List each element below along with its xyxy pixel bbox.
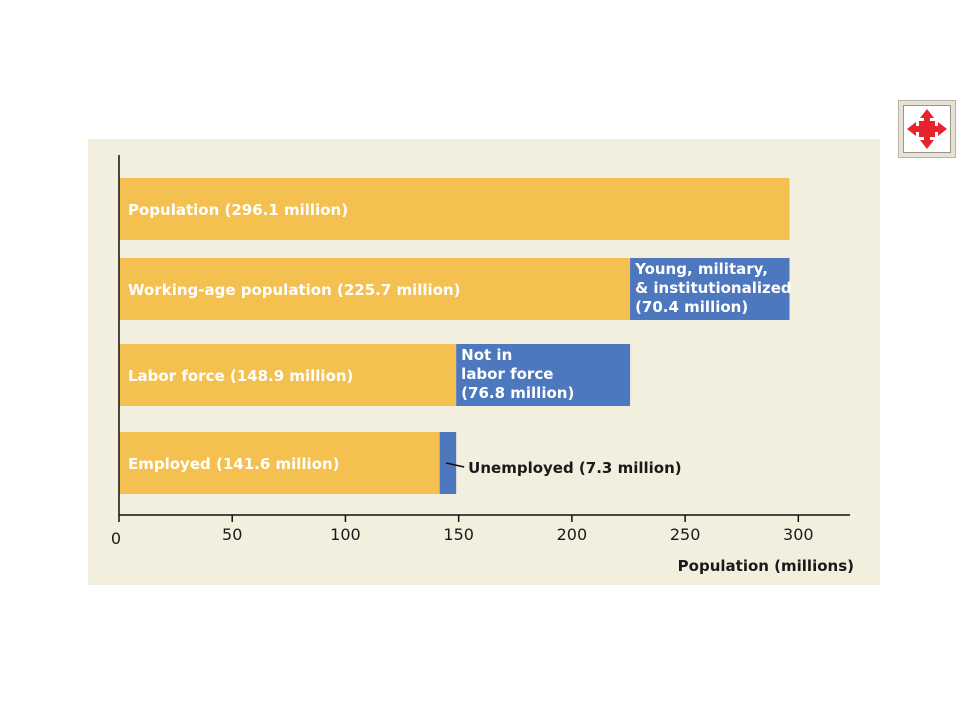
- ticks-layer: 0 50 100 150 200 250 300: [111, 515, 814, 548]
- annotation-leader-0: [446, 462, 465, 468]
- expand-button[interactable]: [898, 100, 956, 158]
- bar-segment-1-1: [630, 258, 790, 320]
- x-tick-label-4: 200: [557, 525, 588, 544]
- x-tick-label-6: 300: [783, 525, 814, 544]
- expand-button-face: [903, 105, 951, 153]
- x-tick-label-0: 0: [111, 529, 121, 548]
- bar-label-3: Employed (141.6 million): [128, 455, 340, 473]
- bar-segment-2-0: [119, 344, 457, 406]
- bar-segment-0-0: [119, 178, 790, 240]
- segment-label-2-1: Not in labor force (76.8 million): [461, 346, 574, 402]
- bars-layer: [119, 178, 790, 494]
- chart-svg: Population (296.1 million) Young, militar…: [111, 155, 854, 575]
- x-tick-label-5: 250: [670, 525, 701, 544]
- annot-layer: Unemployed (7.3 million): [446, 459, 682, 477]
- x-tick-label-3: 150: [443, 525, 474, 544]
- bar-label-1: Working-age population (225.7 million): [128, 281, 461, 299]
- x-axis-title: Population (millions): [678, 557, 854, 575]
- bar-label-2: Labor force (148.9 million): [128, 367, 353, 385]
- bar-segment-3-0: [119, 432, 440, 494]
- bar-segment-1-0: [119, 258, 631, 320]
- axes-layer: [118, 155, 850, 516]
- x-tick-label-2: 100: [330, 525, 361, 544]
- labels-layer: Population (296.1 million) Young, militar…: [128, 201, 792, 473]
- chart-panel: Population (296.1 million) Young, militar…: [88, 139, 880, 585]
- segment-label-1-1: Young, military, & institutionalized (70.4…: [634, 260, 792, 316]
- annotation-label-0: Unemployed (7.3 million): [468, 459, 681, 477]
- bar-label-0: Population (296.1 million): [128, 201, 348, 219]
- bar-segment-2-1: [456, 344, 631, 406]
- x-tick-label-1: 50: [222, 525, 242, 544]
- expand-arrows-icon: [907, 109, 947, 149]
